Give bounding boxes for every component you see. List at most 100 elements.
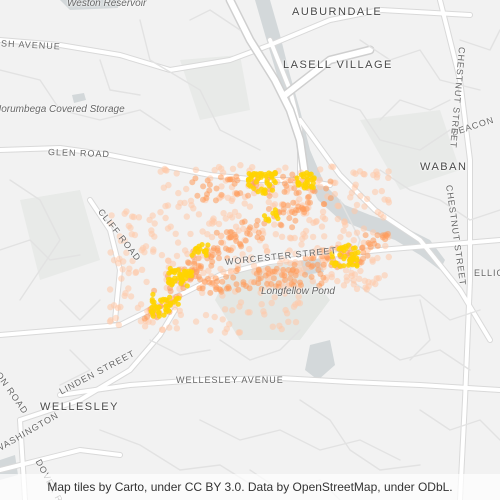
heat-point	[269, 268, 276, 275]
heat-point	[112, 314, 120, 322]
heat-point	[190, 205, 197, 212]
heat-point	[242, 237, 249, 244]
heat-point	[219, 169, 227, 176]
heat-point	[385, 168, 392, 175]
heat-point	[107, 317, 115, 324]
heat-point	[218, 232, 225, 240]
heat-point	[337, 234, 344, 241]
heat-point-hot	[205, 242, 211, 248]
heat-point	[282, 306, 289, 314]
heat-point	[132, 269, 139, 276]
heat-point	[280, 201, 287, 208]
heat-point	[129, 257, 136, 265]
heat-point	[224, 176, 231, 183]
heat-point	[351, 184, 358, 191]
heat-point	[200, 183, 207, 190]
heat-point-hot	[275, 215, 281, 222]
heat-point	[219, 316, 226, 323]
heat-point-hot	[167, 265, 173, 272]
heat-point	[360, 249, 367, 256]
heat-point-hot	[151, 299, 157, 305]
heat-point	[289, 224, 296, 231]
street-label-glen-road: GLEN ROAD	[47, 147, 111, 160]
heat-point	[200, 196, 206, 203]
heat-point	[183, 185, 190, 193]
heat-point	[166, 324, 173, 331]
heat-point	[350, 281, 357, 288]
heat-point	[123, 249, 130, 256]
heat-point-hot	[341, 256, 347, 262]
heat-point-hot	[246, 178, 252, 184]
heat-point	[362, 232, 369, 239]
heat-point	[297, 260, 304, 267]
heat-point	[148, 230, 155, 238]
heat-point	[227, 267, 235, 275]
heat-point	[185, 259, 191, 266]
heat-point	[229, 176, 236, 183]
heat-point	[382, 231, 389, 238]
heat-point	[192, 166, 200, 173]
heat-point	[119, 266, 126, 273]
heat-point	[216, 286, 223, 293]
water-reservoir	[60, 0, 120, 10]
heat-point-hot	[302, 181, 308, 187]
heat-point-hot	[255, 176, 261, 182]
heat-point	[259, 235, 265, 242]
heat-point-hot	[355, 249, 361, 255]
heat-point	[278, 325, 285, 333]
heat-point	[177, 311, 185, 319]
heat-point	[110, 302, 118, 309]
heat-point	[189, 179, 196, 186]
heat-point	[294, 288, 301, 295]
heat-point	[369, 258, 376, 265]
heat-point	[292, 318, 300, 326]
heat-point	[241, 200, 248, 207]
heat-point	[331, 190, 338, 198]
heat-point	[208, 253, 215, 260]
heat-point	[234, 266, 241, 273]
heat-point	[131, 231, 139, 239]
heat-point-hot	[308, 177, 314, 183]
heat-point	[222, 215, 229, 222]
place-label-weston-reservoir: Weston Reservoir	[67, 0, 147, 9]
heat-point	[350, 237, 357, 244]
heat-point	[292, 250, 299, 257]
heat-point	[187, 230, 194, 238]
heat-point-hot	[337, 263, 343, 269]
heat-point	[167, 223, 174, 230]
map-attribution: Map tiles by Carto, under CC BY 3.0. Dat…	[0, 474, 500, 500]
heat-point	[127, 293, 135, 300]
heat-point	[199, 228, 206, 235]
heat-point	[309, 233, 317, 241]
heat-point	[255, 229, 262, 236]
heat-point	[308, 255, 314, 262]
heat-point	[138, 266, 146, 273]
heat-point	[364, 252, 371, 259]
heat-point	[126, 265, 133, 272]
heat-point	[281, 290, 289, 297]
heat-point	[332, 179, 339, 186]
heat-point	[358, 259, 365, 266]
heat-point	[254, 234, 261, 241]
heat-point	[240, 279, 247, 286]
heat-point	[280, 266, 287, 273]
heat-point	[253, 222, 260, 229]
heat-point	[300, 206, 306, 213]
place-label-wellesley: WELLESLEY	[40, 401, 119, 413]
heat-point	[351, 207, 358, 215]
heat-point	[223, 273, 230, 280]
heat-point-hot	[341, 263, 347, 269]
heat-point	[255, 280, 262, 287]
heat-point	[317, 183, 324, 190]
heat-point	[229, 307, 236, 314]
heat-point	[334, 202, 341, 209]
heat-point	[385, 174, 392, 181]
heat-point	[150, 246, 157, 253]
heat-point	[208, 233, 216, 241]
heat-point-hot	[295, 180, 301, 186]
heat-point	[246, 203, 254, 210]
heat-point	[320, 261, 327, 268]
heat-point	[361, 277, 368, 284]
